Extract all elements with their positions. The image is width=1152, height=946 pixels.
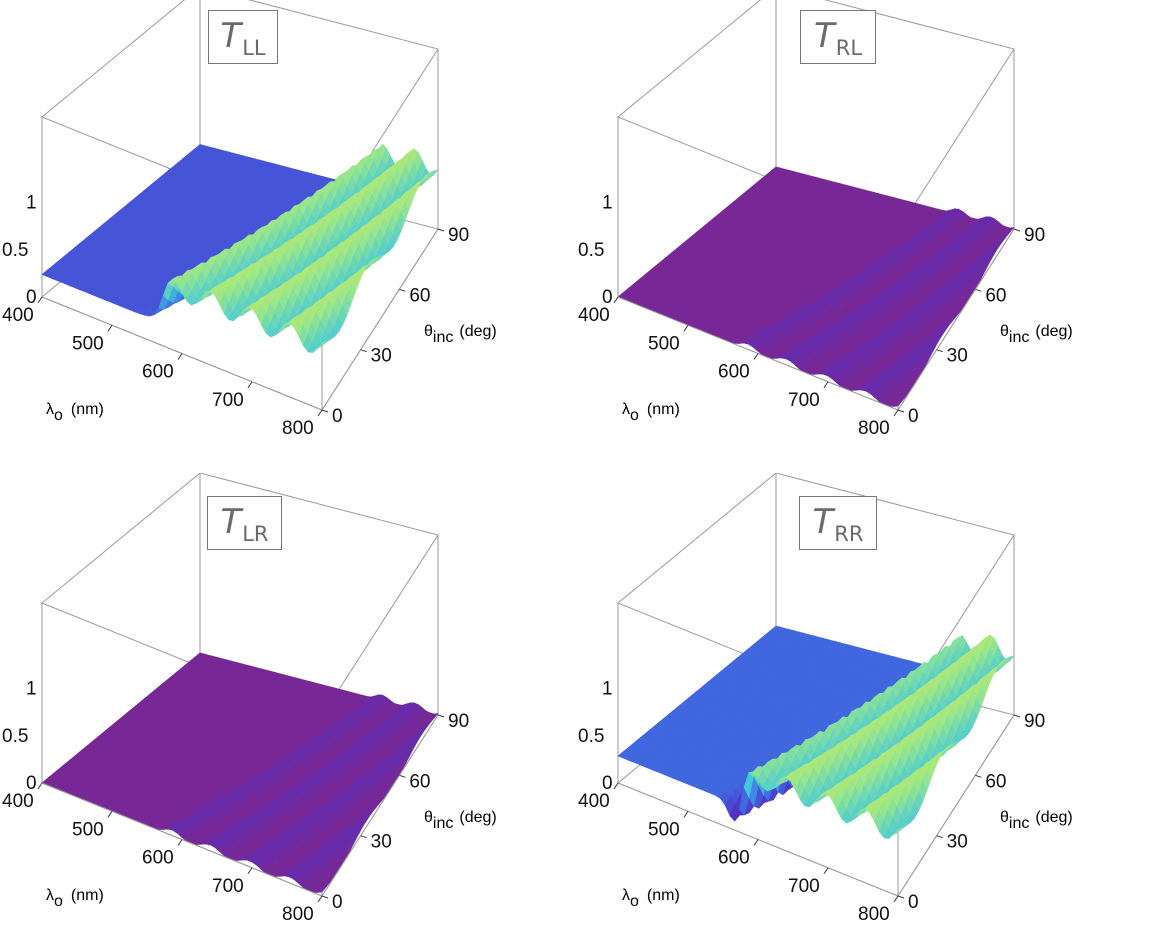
z-tick-label: 1 xyxy=(26,193,37,214)
y-tick-label: 30 xyxy=(947,346,968,367)
x-tick-mark xyxy=(613,296,619,304)
x-tick-label: 800 xyxy=(282,418,314,439)
y-tick-label: 90 xyxy=(448,225,469,246)
x-tick-mark xyxy=(823,381,829,389)
front-edge-theta xyxy=(897,228,1015,411)
x-axis-label: λo (nm) xyxy=(46,401,104,424)
y-tick-label: 30 xyxy=(371,346,392,367)
title-sub-t-rl: RL xyxy=(835,36,863,60)
z-tick-label: 0.5 xyxy=(2,240,28,261)
x-tick-mark xyxy=(107,324,113,332)
tick-labels: 400 500 600 700 800 0 30 60 90 0 0.5 1 xyxy=(2,193,469,440)
y-tick-mark xyxy=(321,409,329,413)
y-axis-label: θinc (deg) xyxy=(1000,323,1073,346)
x-tick-label: 400 xyxy=(578,305,610,326)
surface-patch xyxy=(317,340,327,349)
y-tick-mark xyxy=(975,288,982,292)
x-tick-mark xyxy=(317,409,323,417)
z-tick-label: 0 xyxy=(26,287,37,308)
y-tick-mark xyxy=(897,409,905,413)
panel-t-rl: 400 500 600 700 800 0 30 60 90 0 0.5 1 λo (nm) θinc (de… xyxy=(576,0,1152,473)
x-tick-mark xyxy=(37,296,43,304)
plot-title-t-ll: T LL xyxy=(208,10,278,64)
x-tick-label: 500 xyxy=(72,333,104,354)
surface-mesh xyxy=(617,166,1015,407)
z-tick-label: 0.5 xyxy=(578,240,604,261)
x-tick-label: 400 xyxy=(2,305,34,326)
surface-mesh xyxy=(41,143,439,353)
title-main-t-ll: T xyxy=(220,16,242,56)
panel-t-ll: 400 500 600 700 800 0 30 60 90 0 0.5 1 λo (nm) θinc (de… xyxy=(0,0,576,473)
surface-mesh xyxy=(41,652,439,893)
surface-plot-t-ll: 400 500 600 700 800 0 30 60 90 0 0.5 1 λo (nm) θinc (de… xyxy=(2,0,497,440)
y-tick-label: 60 xyxy=(409,285,430,306)
x-tick-mark xyxy=(753,353,759,360)
title-sub-t-ll: LL xyxy=(242,36,266,60)
x-tick-mark xyxy=(893,409,899,417)
x-tick-label: 600 xyxy=(142,362,174,383)
title-main-t-rl: T xyxy=(813,16,835,56)
panel-t-lr: 400 500 600 700 800 0 30 60 90 0 0.5 1 λo (nm) θinc (de… xyxy=(0,473,576,946)
surface-plot-t-rl: 400 500 600 700 800 0 30 60 90 0 0.5 1 λo (nm) θinc (de… xyxy=(578,0,1073,440)
y-tick-mark xyxy=(1013,228,1021,232)
z-tick-label: 1 xyxy=(602,193,613,214)
y-tick-mark xyxy=(399,288,406,292)
z-tick-label: 0 xyxy=(602,287,613,308)
y-tick-label: 0 xyxy=(332,406,343,427)
x-axis-label: λo (nm) xyxy=(622,401,680,424)
x-tick-mark xyxy=(247,381,253,389)
x-tick-label: 500 xyxy=(648,333,680,354)
axis-labels: λo (nm) θinc (deg) xyxy=(622,323,1073,424)
y-tick-mark xyxy=(360,349,367,353)
y-tick-mark xyxy=(936,349,943,353)
axis-labels: λo (nm) θinc (deg) xyxy=(46,323,497,424)
x-tick-label: 700 xyxy=(212,390,244,411)
y-tick-label: 0 xyxy=(908,406,919,427)
y-tick-label: 60 xyxy=(985,285,1006,306)
y-tick-mark xyxy=(437,228,445,232)
x-tick-label: 700 xyxy=(788,390,820,411)
surface-patch xyxy=(892,400,903,407)
plot-title-t-rl: T RL xyxy=(800,10,876,64)
x-tick-mark xyxy=(177,353,183,360)
front-edge-theta xyxy=(321,228,439,411)
x-tick-label: 600 xyxy=(718,362,750,383)
x-tick-mark xyxy=(683,324,689,332)
y-axis-label: θinc (deg) xyxy=(424,323,497,346)
x-tick-label: 800 xyxy=(858,418,890,439)
y-tick-label: 90 xyxy=(1024,225,1045,246)
tick-labels: 400 500 600 700 800 0 30 60 90 0 0.5 1 xyxy=(578,193,1045,440)
